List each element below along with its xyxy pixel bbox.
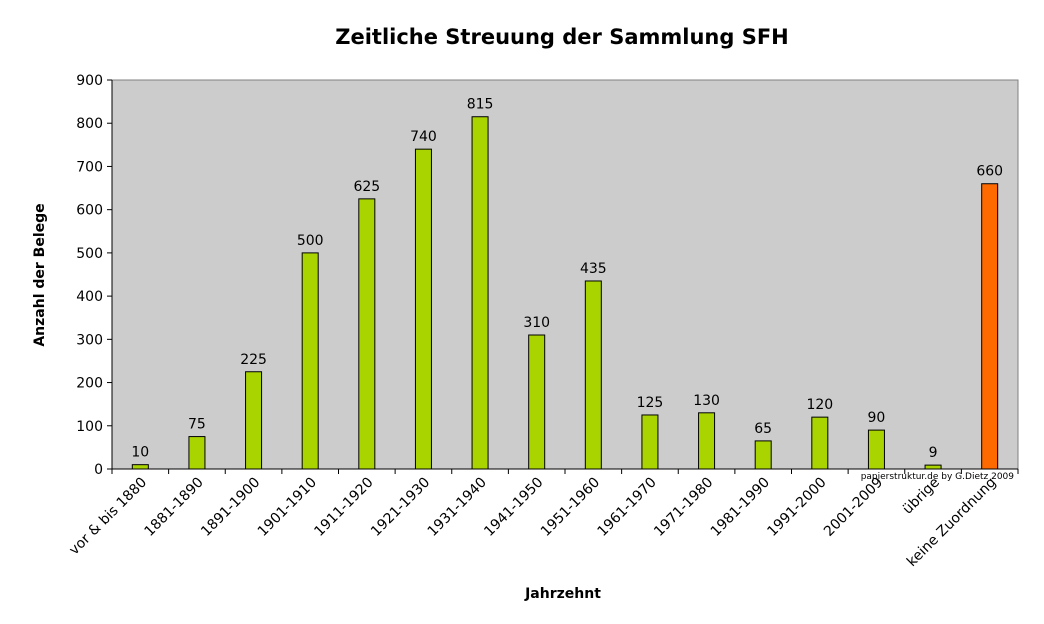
bar (358, 198, 376, 470)
data-label: 90 (868, 410, 886, 426)
bar (414, 148, 432, 470)
bar (981, 183, 999, 470)
x-tick-label: 2001-2009 (821, 475, 886, 540)
data-label: 625 (353, 179, 380, 195)
data-label: 130 (693, 393, 720, 409)
y-tick-label: 100 (76, 419, 103, 435)
data-label: 10 (131, 445, 149, 461)
x-tick-label: 1981-1990 (708, 475, 773, 540)
y-tick-label: 200 (76, 376, 103, 392)
bar (811, 416, 829, 470)
y-axis-title: Anzahl der Belege (32, 203, 48, 346)
data-label: 120 (806, 397, 833, 413)
bar (867, 429, 885, 470)
chart-title: Zeitliche Streuung der Sammlung SFH (335, 25, 789, 49)
y-tick-label: 300 (76, 332, 103, 348)
bar (698, 412, 716, 470)
data-label: 310 (523, 315, 550, 331)
x-tick-label: 1991-2000 (764, 475, 829, 540)
data-label: 435 (580, 261, 607, 277)
bar (188, 436, 206, 470)
bar (471, 116, 489, 470)
x-tick-label: 1951-1960 (538, 475, 603, 540)
credit-note: papierstruktur.de by G.Dietz 2009 (861, 472, 1015, 482)
x-tick-label: 1931-1940 (425, 475, 490, 540)
data-label: 740 (410, 129, 437, 145)
x-tick-label: 1961-1970 (594, 475, 659, 540)
bar (641, 414, 659, 470)
y-tick-label: 900 (76, 73, 103, 89)
x-tick-label: 1941-1950 (481, 475, 546, 540)
plot-area (111, 79, 1019, 470)
y-tick-label: 600 (76, 203, 103, 219)
bar (528, 334, 546, 470)
bar (131, 464, 149, 470)
data-label: 815 (467, 97, 494, 113)
data-label: 225 (240, 352, 267, 368)
data-labels: 10 75 225 500 625 740 815 310 435 125 130 65 120 90 9 6… (131, 97, 1003, 461)
x-tick-label: 1971-1980 (651, 475, 716, 540)
data-label: 65 (754, 421, 772, 437)
data-label: 125 (637, 395, 664, 411)
x-tick-label: 1891-1900 (198, 475, 263, 540)
y-axis: 0 100 200 300 400 500 600 700 800 900 (76, 73, 113, 478)
y-tick-label: 700 (76, 159, 103, 175)
x-tick-label: 1921-1930 (368, 475, 433, 540)
x-tick-label: vor & bis 1880 (66, 475, 150, 559)
y-tick-label: 500 (76, 246, 103, 262)
data-label: 660 (976, 164, 1003, 180)
x-tick-label: 1911-1920 (311, 475, 376, 540)
bar (245, 371, 263, 470)
x-axis: vor & bis 18801881-18901891-19001901-191… (66, 468, 1019, 570)
bar (754, 440, 772, 470)
x-axis-title: Jahrzehnt (524, 586, 601, 602)
data-label: 9 (929, 445, 938, 461)
y-tick-label: 400 (76, 289, 103, 305)
y-tick-label: 800 (76, 116, 103, 132)
y-tick-label: 0 (94, 462, 103, 478)
data-label: 75 (188, 417, 206, 433)
bar (924, 464, 942, 470)
bar (301, 252, 319, 470)
x-tick-label: 1881-1890 (141, 475, 206, 540)
bar (584, 280, 602, 470)
data-label: 500 (297, 233, 324, 249)
x-tick-label: 1901-1910 (255, 475, 320, 540)
